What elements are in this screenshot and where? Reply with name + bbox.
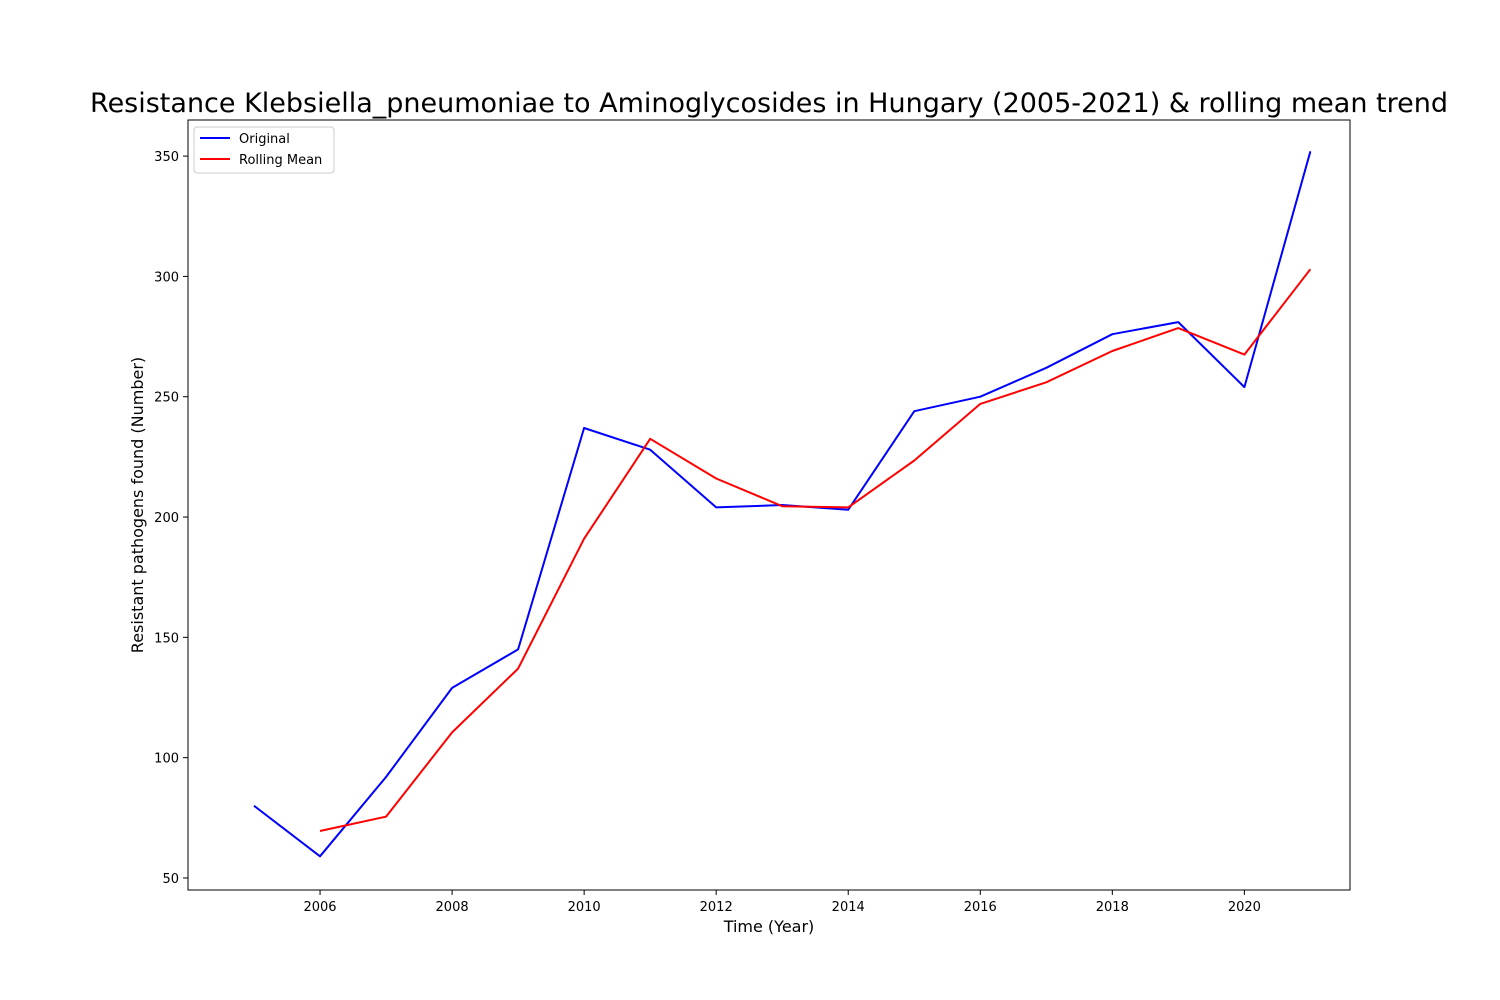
- x-tick-label: 2010: [568, 900, 601, 915]
- y-tick-label: 200: [154, 511, 179, 526]
- y-tick-label: 100: [154, 752, 179, 767]
- y-tick-label: 250: [154, 391, 179, 406]
- x-axis-label: Time (Year): [723, 917, 815, 936]
- legend: Original Rolling Mean: [193, 126, 335, 174]
- x-tick-label: 2008: [436, 900, 469, 915]
- y-tick-label: 300: [154, 270, 179, 285]
- x-tick-label: 2020: [1228, 900, 1261, 915]
- series-line-rolling-mean: [319, 268, 1312, 832]
- series-line-original: [253, 151, 1312, 858]
- y-axis: 50 100 150 200 250 300 350: [154, 150, 188, 887]
- y-tick-label: 50: [162, 872, 179, 887]
- x-tick-label: 2014: [832, 900, 865, 915]
- legend-label-rolling-mean: Rolling Mean: [239, 153, 322, 168]
- x-tick-label: 2018: [1096, 900, 1129, 915]
- x-tick-label: 2006: [303, 900, 336, 915]
- x-tick-label: 2016: [964, 900, 997, 915]
- y-tick-label: 350: [154, 150, 179, 165]
- x-axis: 2006 2008 2010 2012 2014 2016 2018 2020: [303, 890, 1261, 915]
- y-axis-label: Resistant pathogens found (Number): [128, 357, 147, 653]
- plot-frame: [187, 119, 1351, 891]
- y-tick-label: 150: [154, 631, 179, 646]
- chart-title: Resistance Klebsiella_pneumoniae to Amin…: [90, 88, 1448, 119]
- legend-label-original: Original: [239, 132, 290, 147]
- x-tick-label: 2012: [700, 900, 733, 915]
- plot-area: [253, 151, 1312, 858]
